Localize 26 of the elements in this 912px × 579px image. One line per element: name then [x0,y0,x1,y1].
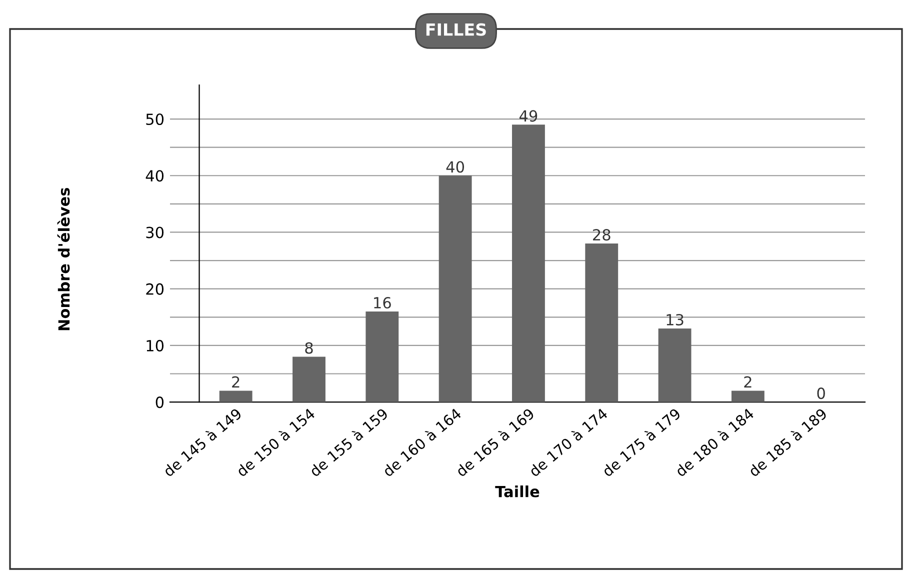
y-tick-label: 0 [156,396,164,408]
data-label: 28 [593,229,610,241]
y-tick-label: 10 [146,340,164,352]
bar [658,328,692,402]
data-label: 40 [446,161,464,173]
y-axis-title: Nombre d'élèves [57,188,70,330]
chart-title: FILLES [426,23,486,36]
data-label: 8 [305,342,313,354]
data-label: 2 [744,376,752,388]
y-tick-label: 20 [146,283,164,295]
data-label: 0 [817,388,825,400]
y-tick-label: 30 [146,226,164,238]
bar [292,356,326,402]
y-tick-label: 50 [146,113,164,126]
data-label: 13 [666,314,684,326]
bar [219,390,252,402]
bar [512,124,545,402]
bar [366,311,399,402]
data-label: 16 [374,296,391,309]
y-tick-label: 40 [146,170,164,182]
x-axis-title: Taille [495,485,540,498]
bar [731,390,764,402]
data-label: 2 [232,376,240,388]
bar [585,244,618,402]
bar [438,176,472,402]
data-label: 49 [520,110,538,122]
